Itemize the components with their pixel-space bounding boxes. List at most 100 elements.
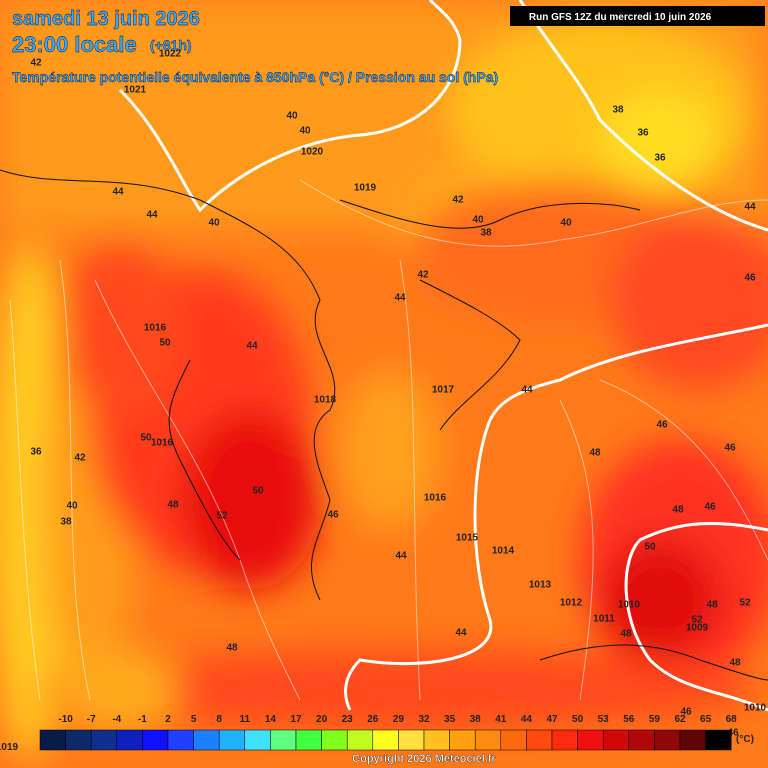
pressure-label: 1010 [744, 703, 767, 714]
legend-swatch [142, 729, 169, 751]
temperature-label: 44 [146, 210, 158, 221]
map-labels: 1021 1022 1020 1019 1016 1016 1018 1017 1016 1015… [30, 49, 766, 739]
legend-swatch [321, 729, 348, 751]
run-box [510, 6, 765, 26]
legend-swatch [346, 729, 374, 751]
legend-swatch [577, 729, 604, 751]
pressure-label: 1013 [529, 580, 552, 591]
temperature-label: 36 [637, 128, 649, 139]
legend-swatch [270, 729, 297, 751]
temperature-label: 40 [286, 111, 298, 122]
legend-swatch [423, 729, 450, 751]
run-info: Run GFS 12Z du mercredi 10 juin 2026 [529, 12, 712, 23]
legend-swatch [218, 729, 246, 751]
temperature-label: 42 [30, 58, 42, 69]
coastlines [0, 169, 768, 681]
legend-swatch [372, 729, 399, 751]
temperature-label: 52 [216, 511, 228, 522]
pressure-label: 1017 [432, 385, 455, 396]
legend-tick-label: 20 [316, 714, 328, 725]
legend-swatch [398, 729, 425, 751]
legend-swatch [116, 729, 143, 751]
temperature-label: 44 [246, 341, 258, 352]
temperature-label: 48 [672, 505, 684, 516]
legend-swatch [295, 729, 322, 751]
legend-tick-label: -10 [58, 714, 73, 725]
legend-tick-label: 47 [546, 714, 558, 725]
legend-swatch [90, 729, 118, 751]
pressure-label: 1020 [301, 147, 324, 158]
legend-tick-label: 17 [290, 714, 302, 725]
temperature-label: 46 [744, 273, 756, 284]
legend-swatch [244, 729, 271, 751]
pressure-label: 1022 [159, 49, 182, 60]
legend-tick-label: 50 [572, 714, 584, 725]
legend-tick-label: 68 [726, 714, 738, 725]
temperature-label: 46 [680, 707, 692, 718]
legend-swatch [500, 729, 527, 751]
legend-swatch [167, 729, 194, 751]
legend-tick-label: 38 [470, 714, 482, 725]
legend-tick-label: 8 [216, 714, 222, 725]
legend-tick-label: 35 [444, 714, 456, 725]
temperature-label: 40 [208, 218, 220, 229]
temperature-label: 44 [521, 385, 533, 396]
temperature-label: 42 [452, 195, 464, 206]
legend-swatch [551, 729, 578, 751]
legend-swatch [679, 729, 706, 751]
legend-tick-label: 26 [367, 714, 379, 725]
legend-tick-label: 65 [700, 714, 712, 725]
temperature-label: 44 [394, 293, 406, 304]
pressure-label: 1011 [593, 614, 615, 625]
legend-tick-label: 32 [418, 714, 430, 725]
legend-unit: (°C) [736, 734, 754, 745]
temperature-label: 40 [560, 218, 572, 229]
temperature-label: 44 [112, 187, 124, 198]
legend-swatch [654, 729, 681, 751]
temperature-label: 50 [140, 433, 152, 444]
pressure-label: 1012 [560, 598, 583, 609]
temperature-label: 42 [417, 270, 429, 281]
date: samedi 13 juin 2026 [12, 8, 200, 30]
copyright: Copyright 2026 Meteociel.fr [352, 753, 496, 765]
temperature-label: 40 [299, 126, 311, 137]
pressure-label: 1010 [618, 600, 641, 611]
color-legend: -10 -7 -4 -1 2 5 8 11 14 17 20 23 26 29 32 35 38 41 44 47 50… [39, 714, 738, 751]
temperature-label: 48 [706, 600, 718, 611]
temperature-label: 46 [327, 510, 339, 521]
temperature-label: 36 [30, 447, 42, 458]
temperature-label: 48 [589, 448, 601, 459]
pressure-label: 1018 [314, 395, 337, 406]
legend-swatch [39, 729, 66, 751]
temperature-label: 42 [74, 453, 86, 464]
temperature-label: 44 [744, 202, 756, 213]
temperature-label: 50 [159, 338, 171, 349]
temperature-label: 40 [66, 501, 78, 512]
legend-tick-label: 41 [495, 714, 507, 725]
legend-tick-label: 29 [393, 714, 405, 725]
lead-time: (+81h) [150, 37, 192, 53]
legend-tick-label: 59 [649, 714, 661, 725]
pressure-label: 1021 [124, 85, 147, 96]
temperature-label: 48 [226, 643, 238, 654]
temperature-label: 38 [612, 105, 624, 116]
legend-swatch [193, 729, 220, 751]
subtitle: Température potentielle équivalente à 85… [12, 69, 498, 85]
time: 23:00 locale [12, 32, 137, 57]
legend-tick-label: 62 [674, 714, 686, 725]
temperature-label: 46 [656, 420, 668, 431]
temperature-label: 48 [620, 629, 632, 640]
legend-swatch [449, 729, 476, 751]
temperature-label: 48 [729, 658, 741, 669]
pressure-label: 1014 [492, 546, 515, 557]
temperature-contours [9, 179, 768, 701]
legend-tick-label: -1 [138, 714, 147, 725]
pressure-label: 1019 [0, 742, 19, 753]
legend-swatch [602, 729, 630, 751]
temperature-label: 46 [727, 728, 739, 739]
temperature-label: 38 [60, 517, 72, 528]
temperature-label: 44 [455, 628, 467, 639]
temperature-label: 52 [691, 615, 703, 626]
temperature-label: 36 [654, 153, 666, 164]
